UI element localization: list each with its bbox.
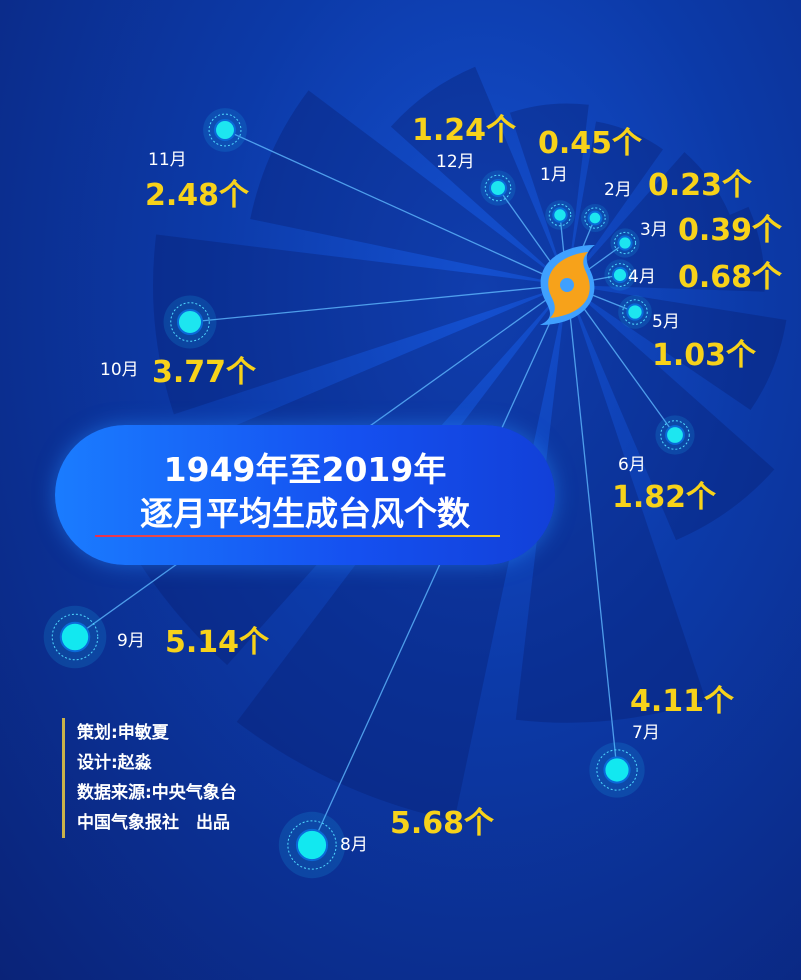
- wedge-6: [567, 285, 775, 541]
- dot-ring-11: [208, 113, 242, 147]
- month-label-12: 12月: [436, 152, 475, 172]
- month-label-8: 8月: [340, 835, 368, 855]
- data-point-8: [295, 828, 329, 862]
- dot-ring-8: [287, 820, 337, 870]
- credits: 策划:申敏夏 设计:赵淼 数据来源:中央气象台 中国气象报社 出品: [62, 718, 237, 838]
- month-label-10: 10月: [100, 360, 139, 380]
- wedge-3: [567, 152, 730, 285]
- spoke-8: [311, 284, 568, 846]
- spoke-7: [566, 284, 618, 771]
- title-line1: 1949年至2019年: [163, 450, 447, 489]
- typhoon-icon: [540, 245, 595, 325]
- dot-ring-9: [51, 613, 99, 661]
- month-label-7: 7月: [632, 723, 660, 743]
- month-label-4: 4月: [628, 267, 656, 287]
- month-label-3: 3月: [640, 220, 668, 240]
- data-point-6: [665, 425, 685, 445]
- dot-ring-5: [622, 299, 648, 325]
- wedge-1: [509, 103, 589, 285]
- dot-ring-1: [548, 203, 572, 227]
- spoke-6: [566, 284, 676, 436]
- value-label-4: 0.68个: [678, 260, 783, 295]
- month-label-9: 9月: [117, 631, 145, 651]
- title-line2: 逐月平均生成台风个数: [140, 494, 470, 533]
- data-point-11: [214, 119, 236, 141]
- data-point-7: [603, 756, 631, 784]
- data-point-10: [176, 308, 204, 336]
- value-label-6: 1.82个: [612, 480, 717, 515]
- wedge-2: [567, 121, 663, 285]
- value-label-7: 4.11个: [630, 684, 735, 719]
- value-label-9: 5.14个: [165, 625, 270, 660]
- value-label-2: 0.23个: [648, 168, 753, 203]
- data-point-12: [489, 179, 507, 197]
- data-point-5: [626, 303, 644, 321]
- value-label-3: 0.39个: [678, 213, 783, 248]
- dot-ring-10: [170, 302, 210, 342]
- title-box: 1949年至2019年 逐月平均生成台风个数: [55, 425, 555, 565]
- dot-ring-6: [660, 420, 690, 450]
- data-point-3: [617, 235, 633, 251]
- month-label-5: 5月: [652, 312, 680, 332]
- value-label-8: 5.68个: [390, 806, 495, 841]
- value-label-5: 1.03个: [652, 338, 757, 373]
- value-label-12: 1.24个: [412, 113, 517, 148]
- data-point-1: [552, 207, 568, 223]
- credit-source: 数据来源:中央气象台: [77, 783, 237, 803]
- credit-planner: 策划:申敏夏: [77, 723, 169, 743]
- credit-designer: 设计:赵淼: [77, 753, 152, 773]
- month-label-6: 6月: [618, 455, 646, 475]
- spoke-10: [189, 284, 568, 323]
- value-label-1: 0.45个: [538, 126, 643, 161]
- title-underline: [95, 535, 500, 537]
- value-label-10: 3.77个: [152, 355, 257, 390]
- month-label-1: 1月: [540, 165, 568, 185]
- wedge-7: [515, 285, 706, 723]
- credit-publisher: 中国气象报社 出品: [77, 813, 230, 833]
- spoke-11: [224, 129, 568, 286]
- dot-ring-7: [596, 749, 638, 791]
- wedge-10: [153, 234, 567, 415]
- data-point-4: [611, 266, 629, 284]
- dot-ring-4: [608, 263, 632, 287]
- wedge-11: [250, 90, 568, 285]
- wedge-5: [567, 285, 787, 411]
- dot-ring-2: [584, 207, 606, 229]
- wedge-12: [390, 66, 567, 285]
- data-point-9: [59, 621, 91, 653]
- month-label-2: 2月: [604, 180, 632, 200]
- month-label-11: 11月: [148, 150, 187, 170]
- value-label-11: 2.48个: [145, 178, 250, 213]
- data-point-2: [587, 210, 603, 226]
- dot-ring-3: [613, 231, 637, 255]
- dot-ring-12: [484, 174, 512, 202]
